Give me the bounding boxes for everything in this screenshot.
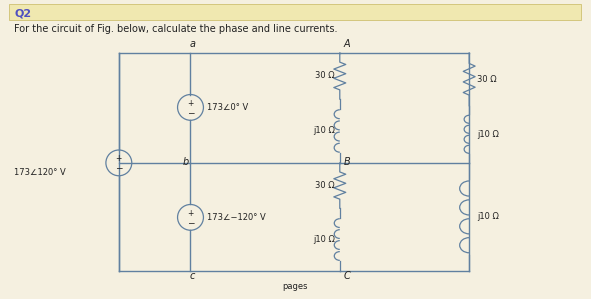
Text: a: a <box>190 39 196 49</box>
Text: 30 Ω: 30 Ω <box>477 75 497 84</box>
Text: j10 Ω: j10 Ω <box>477 130 499 139</box>
Text: b: b <box>183 157 189 167</box>
Text: B: B <box>344 157 350 167</box>
Text: A: A <box>344 39 350 49</box>
Bar <box>9 4 580 20</box>
Text: 30 Ω: 30 Ω <box>315 181 335 190</box>
Text: C: C <box>344 271 350 281</box>
Text: 30 Ω: 30 Ω <box>315 71 335 80</box>
Text: −: − <box>187 218 194 227</box>
Text: +: + <box>116 154 122 164</box>
Text: −: − <box>115 163 122 172</box>
Text: Q2: Q2 <box>14 8 31 18</box>
Text: For the circuit of Fig. below, calculate the phase and line currents.: For the circuit of Fig. below, calculate… <box>14 24 338 34</box>
Text: 173∠120° V: 173∠120° V <box>14 168 66 177</box>
Text: 173∠0° V: 173∠0° V <box>207 103 249 112</box>
Text: +: + <box>187 209 194 218</box>
Text: j10 Ω: j10 Ω <box>477 212 499 221</box>
Text: j10 Ω: j10 Ω <box>313 126 335 135</box>
Text: +: + <box>187 99 194 108</box>
Text: j10 Ω: j10 Ω <box>313 235 335 244</box>
Text: pages: pages <box>282 282 308 291</box>
Text: c: c <box>190 271 195 281</box>
Text: 173∠−120° V: 173∠−120° V <box>207 213 266 222</box>
Text: −: − <box>187 108 194 117</box>
